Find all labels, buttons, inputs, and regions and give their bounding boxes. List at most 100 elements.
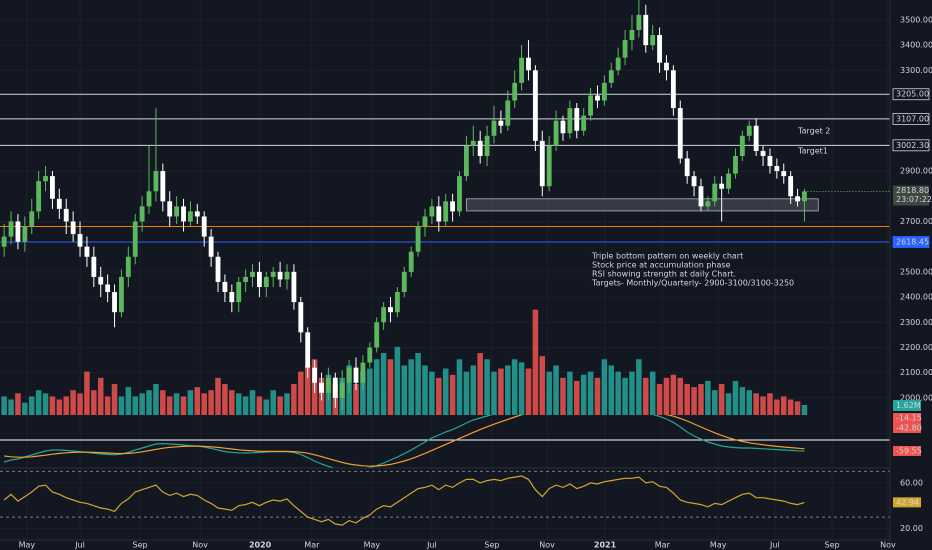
volume-bar	[429, 371, 435, 415]
candle-body	[601, 82, 607, 101]
note-line: RSI showing strength at daily Chart.	[592, 270, 736, 279]
volume-bar	[774, 399, 780, 415]
volume-bar	[705, 380, 711, 415]
countdown: 23:07:22	[896, 195, 932, 204]
candle-body	[201, 216, 207, 237]
volume-bar	[277, 396, 283, 415]
volume-bar	[208, 390, 214, 415]
candle-body	[174, 206, 180, 217]
candle-body	[622, 40, 628, 58]
volume-bar	[415, 353, 421, 415]
rsi-tick-label: 20.00	[900, 524, 923, 533]
volume-bar	[1, 396, 7, 415]
x-tick-label: May	[19, 541, 36, 550]
volume-bar	[511, 359, 518, 415]
candle-body	[788, 176, 794, 197]
candle-body	[43, 176, 48, 182]
y-tick-label: 2900.00	[900, 167, 932, 176]
volume-bar	[594, 377, 601, 415]
macd-label: -59.55	[896, 447, 922, 456]
candle-body	[256, 271, 262, 287]
volume-bar	[380, 353, 387, 415]
x-tick-label: Sep	[484, 541, 499, 550]
y-tick-label: 3400.00	[900, 41, 932, 50]
candle-body	[408, 251, 414, 272]
volume-bar	[229, 390, 235, 415]
candle-body	[70, 221, 76, 235]
volume-bar	[560, 377, 566, 415]
x-tick-label: Jul	[426, 541, 437, 550]
candle-body	[567, 108, 573, 134]
volume-bar	[649, 371, 656, 415]
volume-bar	[118, 396, 125, 415]
y-tick-label: 2000.00	[900, 393, 932, 402]
volume-bar	[422, 365, 428, 415]
volume-label-box	[893, 400, 921, 411]
candle-body	[477, 140, 483, 156]
volume-bar	[643, 377, 649, 415]
annotation: Target1	[797, 147, 828, 156]
candle-body	[188, 211, 193, 222]
volume-label: 1.62M	[896, 401, 921, 410]
candle-body	[215, 256, 221, 282]
candle-body	[388, 307, 393, 313]
rsi-tick-label: 60.00	[900, 478, 923, 487]
candle-body	[539, 140, 545, 187]
candle-body	[339, 382, 345, 398]
y-tick-label: 2500.00	[900, 267, 932, 276]
volume-bar	[298, 371, 304, 415]
candle-body	[795, 196, 800, 202]
y-tick-label: 2700.00	[900, 217, 932, 226]
volume-bar	[401, 365, 408, 415]
axes: May Jul Sep Nov 2020 Mar May Jul Sep Nov 2021 Mar Ma…	[19, 15, 932, 549]
candle-body	[91, 256, 97, 277]
candle-body	[560, 120, 566, 134]
volume-bar	[498, 368, 504, 415]
macd-label: -14.15	[896, 414, 922, 423]
y-tick-label: 2100.00	[900, 368, 932, 377]
candle-body	[15, 221, 21, 242]
volume-bar	[691, 387, 697, 415]
volume-bar	[222, 384, 228, 415]
volume-bar	[215, 377, 221, 415]
level-label-box	[892, 139, 930, 152]
candle-body	[463, 145, 469, 177]
volume-bar	[525, 368, 532, 415]
last-price-box	[893, 185, 929, 206]
x-tick-label: Sep	[133, 541, 148, 550]
volume-bar	[249, 390, 256, 415]
volume-bar	[15, 393, 21, 415]
candle-body	[153, 171, 159, 192]
candle-body	[236, 281, 242, 303]
rsi-pane	[0, 470, 890, 526]
volume-bar	[77, 393, 83, 415]
candle-body	[470, 140, 476, 146]
candle-body	[146, 191, 152, 207]
volume-bar	[166, 396, 173, 415]
candle-body	[746, 125, 752, 136]
x-tick-label: 2020	[249, 541, 272, 550]
y-tick-label: 3300.00	[900, 66, 932, 75]
candle-body	[250, 271, 255, 277]
candle-body	[160, 171, 166, 202]
volume-bar	[663, 377, 670, 415]
volume-bar	[518, 362, 525, 415]
macd-label-box	[893, 413, 921, 423]
volume-bar	[587, 371, 594, 415]
candle-body	[505, 100, 511, 126]
price-pane: Target 2 Target1 Triple bottom pattern on …	[0, 0, 890, 415]
candle-body	[733, 155, 738, 174]
candle-body	[105, 284, 111, 293]
candle-body	[484, 135, 490, 156]
volume-bar	[601, 359, 608, 415]
volume-bar	[656, 384, 663, 415]
note-line: Triple bottom pattern on weekly chart	[591, 252, 743, 261]
volume-bar	[546, 371, 552, 415]
candle-body	[767, 155, 773, 167]
volume-bar	[360, 371, 366, 415]
macd-label: -42.80	[896, 424, 922, 433]
candle-body	[629, 29, 635, 41]
volume-bar	[718, 384, 725, 415]
